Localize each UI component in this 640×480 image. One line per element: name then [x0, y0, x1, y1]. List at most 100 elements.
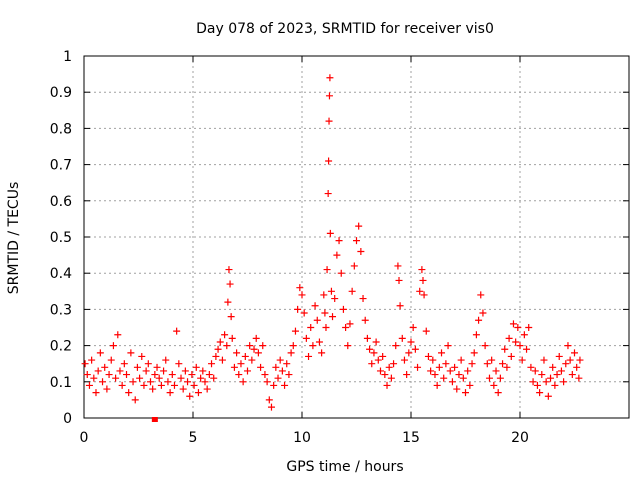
x-axis-label: GPS time / hours: [286, 459, 403, 475]
data-point: [133, 363, 141, 371]
data-point: [501, 345, 509, 353]
data-point: [435, 363, 443, 371]
data-point: [230, 363, 238, 371]
data-point: [418, 266, 426, 274]
data-point: [276, 356, 284, 364]
data-point: [325, 117, 333, 125]
data-point: [483, 360, 491, 368]
data-point: [446, 367, 454, 375]
data-point: [451, 363, 459, 371]
data-point: [274, 374, 282, 382]
data-point: [127, 349, 135, 357]
data-point: [494, 389, 502, 397]
x-tick-label: 15: [402, 430, 420, 446]
data-point: [444, 342, 452, 350]
data-point: [125, 389, 133, 397]
data-point: [112, 374, 120, 382]
data-point: [259, 342, 267, 350]
data-point: [81, 360, 89, 368]
data-point: [166, 389, 174, 397]
data-point: [311, 302, 319, 310]
data-point: [285, 371, 293, 379]
data-point: [99, 378, 107, 386]
data-point: [368, 360, 376, 368]
y-tick-label: 0.3: [50, 302, 72, 318]
data-point: [394, 262, 402, 270]
data-point: [151, 371, 159, 379]
data-point: [540, 356, 548, 364]
y-tick-label: 0.8: [50, 121, 72, 137]
data-point: [107, 356, 115, 364]
data-point: [327, 287, 335, 295]
data-point: [339, 305, 347, 313]
data-point: [157, 381, 165, 389]
data-point: [496, 374, 504, 382]
data-point: [527, 363, 535, 371]
data-point: [422, 327, 430, 335]
data-point: [118, 381, 126, 389]
data-point: [233, 349, 241, 357]
data-point: [208, 360, 216, 368]
data-point: [576, 356, 584, 364]
y-tick-label: 0.9: [50, 85, 72, 101]
data-point: [214, 345, 222, 353]
data-point: [83, 371, 91, 379]
data-point: [544, 392, 552, 400]
data-point: [512, 338, 520, 346]
data-point: [241, 352, 249, 360]
data-point: [114, 331, 122, 339]
data-point: [464, 367, 472, 375]
data-point: [507, 352, 515, 360]
data-point: [302, 334, 310, 342]
data-point: [235, 371, 243, 379]
data-point: [420, 291, 428, 299]
data-point: [318, 349, 326, 357]
data-point: [395, 276, 403, 284]
chart-title: Day 078 of 2023, SRMTID for receiver vis…: [196, 21, 494, 37]
data-point: [337, 269, 345, 277]
data-point: [92, 389, 100, 397]
data-point: [120, 360, 128, 368]
data-point: [557, 367, 565, 375]
data-point: [323, 266, 331, 274]
data-point: [283, 360, 291, 368]
data-point: [357, 247, 365, 255]
data-point: [179, 385, 187, 393]
data-point: [355, 222, 363, 230]
data-point: [142, 367, 150, 375]
data-point: [379, 352, 387, 360]
data-point: [488, 356, 496, 364]
data-point: [485, 374, 493, 382]
data-point: [170, 381, 178, 389]
data-point: [164, 378, 172, 386]
data-point: [472, 331, 480, 339]
data-point: [392, 342, 400, 350]
data-point: [261, 371, 269, 379]
data-point: [416, 287, 424, 295]
data-point: [419, 276, 427, 284]
data-point: [155, 374, 163, 382]
data-point: [335, 237, 343, 245]
data-point: [390, 360, 398, 368]
data-point: [448, 378, 456, 386]
data-point: [326, 229, 334, 237]
data-point: [123, 371, 131, 379]
data-point: [287, 349, 295, 357]
data-point: [90, 374, 98, 382]
outlier-marker: [151, 417, 158, 422]
data-point: [226, 280, 234, 288]
data-point: [105, 371, 113, 379]
data-point: [453, 385, 461, 393]
data-point: [333, 251, 341, 259]
data-point: [516, 342, 524, 350]
data-point: [205, 371, 213, 379]
data-point: [381, 371, 389, 379]
data-point: [192, 363, 200, 371]
data-point: [298, 291, 306, 299]
x-tick-label: 5: [189, 430, 198, 446]
data-point: [221, 331, 229, 339]
data-point: [228, 334, 236, 342]
data-point: [177, 374, 185, 382]
